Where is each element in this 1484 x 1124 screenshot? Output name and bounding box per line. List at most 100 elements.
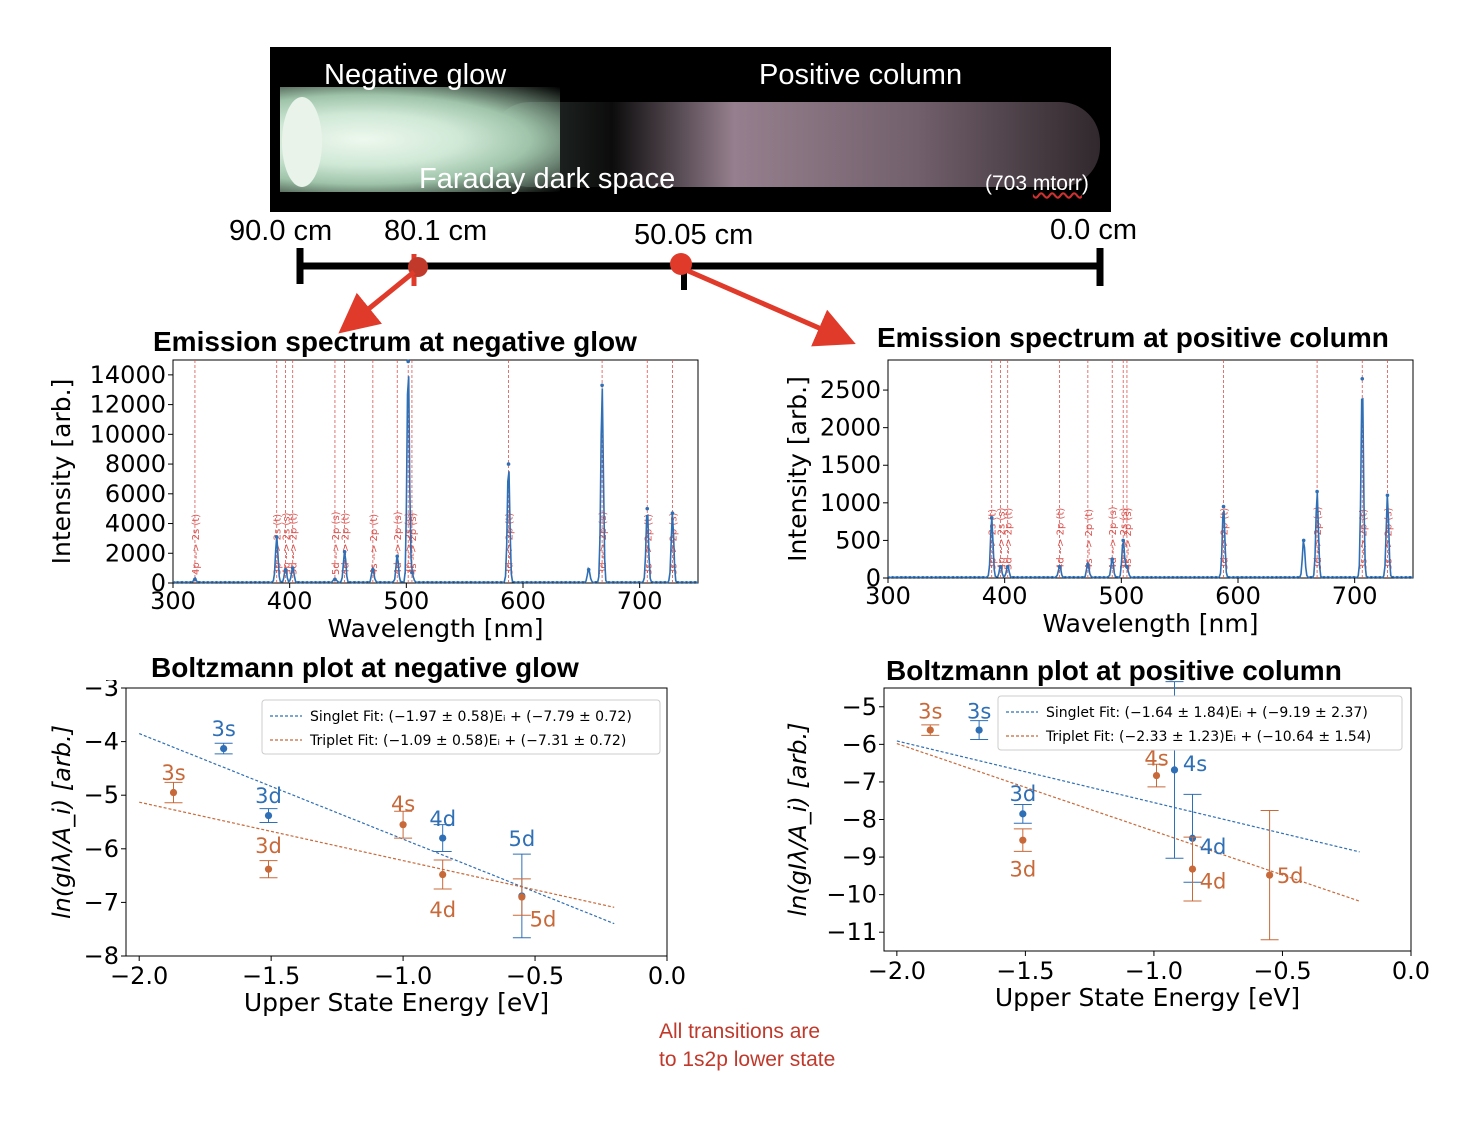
singlet-point-label: 3s [211, 717, 235, 741]
singlet-point [439, 834, 447, 842]
boltz-pos-title: Boltzmann plot at positive column [886, 655, 1342, 686]
peak-point [989, 516, 994, 520]
triplet-point-label: 4d [429, 898, 456, 922]
ruler-label-80: 80.1 cm [384, 215, 488, 247]
y-tick-label: 1500 [820, 451, 881, 479]
transition-label: 3p --> 2s (s) [404, 512, 415, 575]
peak-point [1057, 564, 1062, 569]
peak-point [1221, 504, 1226, 509]
singlet-point-label: 5d [509, 827, 536, 851]
y-tick-label: −7 [842, 768, 877, 796]
y-tick-label: −4 [84, 728, 119, 756]
plot-frame [172, 359, 699, 584]
y-tick-label: 2000 [105, 539, 166, 567]
peak-point [395, 554, 400, 559]
y-tick-label: 14000 [90, 361, 166, 389]
spectrum-line [887, 397, 1414, 579]
x-tick-label: −0.5 [506, 962, 564, 990]
x-axis-label: Wavelength [nm] [328, 614, 544, 643]
y-tick-label: 500 [835, 526, 881, 554]
y-axis-label: ln(gIλ/A_i) [arb.] [48, 725, 76, 919]
singlet-point [975, 726, 983, 734]
discharge-photo: Negative glow Positive column Faraday da… [270, 47, 1111, 212]
y-axis-label: Intensity [arb.] [47, 379, 76, 565]
peak-point [1301, 538, 1306, 543]
transition-label: 4s --> 2p (s) [1123, 507, 1134, 570]
spec-pos-chart: 3p --> 2s (t)4p --> 2s (s)5d --> 2p (t) 4… [783, 359, 1414, 638]
singlet-fit-line [896, 740, 1360, 853]
peak-point [670, 511, 675, 515]
y-tick-label: 2500 [820, 376, 881, 404]
transition-label: 4s --> 2p (s) [408, 512, 419, 575]
peak-point [283, 567, 288, 572]
singlet-point-label: 3d [1009, 782, 1036, 806]
peak-point [1125, 564, 1129, 569]
y-tick-label: 0 [866, 564, 881, 592]
singlet-point [1019, 810, 1027, 818]
peak-point [645, 506, 650, 511]
triplet-point [1152, 771, 1161, 780]
x-tick-label: 600 [1215, 582, 1261, 610]
y-axis-label: ln(gIλ/A_i) [arb.] [784, 722, 812, 916]
y-tick-label: −11 [826, 918, 877, 946]
faraday-label: Faraday dark space [419, 163, 676, 195]
y-tick-label: 12000 [90, 391, 166, 419]
transition-label: 3p --> 2s (t) [273, 514, 284, 575]
note-line-2: to 1s2p lower state [659, 1048, 836, 1071]
triplet-fit-line [896, 743, 1360, 902]
transition-label: 4s --> 2p (t) [1084, 509, 1095, 570]
positive-column-glow [490, 102, 1100, 187]
peak-point [998, 564, 1003, 569]
peak-point [1121, 538, 1125, 543]
triplet-point [1188, 865, 1197, 873]
y-tick-label: −9 [842, 843, 877, 871]
triplet-point-label: 3d [255, 834, 282, 858]
x-tick-label: 300 [865, 582, 911, 610]
x-tick-label: 0.0 [1392, 957, 1430, 985]
arrow-to-negative-spectrum [338, 270, 416, 334]
ruler-and-arrows [296, 248, 1104, 347]
peak-point [1385, 493, 1390, 498]
y-tick-label: −10 [826, 881, 877, 909]
triplet-point [1266, 871, 1274, 879]
legend-label: Triplet Fit: (−1.09 ± 0.58)Eᵢ + (−7.31 ±… [309, 733, 626, 749]
y-tick-label: −5 [842, 693, 877, 721]
ruler-label-0: 0.0 cm [1050, 214, 1138, 246]
triplet-point [439, 870, 447, 879]
arrow-to-positive-spectrum [685, 267, 856, 347]
triplet-point [1019, 836, 1027, 844]
triplet-point [399, 821, 407, 829]
triplet-point-label: 3d [1009, 857, 1036, 881]
singlet-point-label: 3s [967, 700, 991, 724]
peak-point [193, 577, 197, 582]
singlet-fit-line [138, 733, 615, 925]
y-tick-label: 10000 [90, 420, 166, 448]
singlet-point [1170, 766, 1179, 774]
singlet-point [220, 744, 228, 753]
spec-neg-title: Emission spectrum at negative glow [153, 326, 637, 357]
spec-neg-chart: 4p --> 2s (t) 3p --> 2s (t)4p --> 2s (s)5… [47, 359, 699, 643]
x-tick-label: −2.0 [110, 962, 168, 990]
positive-column-label: Positive column [759, 59, 963, 91]
pressure-close: ) [1081, 172, 1089, 195]
x-axis-label: Upper State Energy [eV] [995, 983, 1300, 1012]
x-tick-label: 400 [267, 587, 313, 615]
triplet-point [518, 893, 526, 901]
transition-label: 3s --> 2p (t) [1358, 509, 1369, 570]
transition-label: 4p --> 2s (s) [997, 507, 1008, 570]
triplet-point-label: 4d [1200, 869, 1227, 893]
y-tick-label: −3 [84, 680, 119, 702]
ruler-label-50: 50.05 cm [634, 219, 754, 251]
peak-point [274, 535, 279, 539]
y-tick-label: −7 [84, 888, 119, 916]
legend-label: Singlet Fit: (−1.64 ± 1.84)Eᵢ + (−9.19 ±… [1046, 705, 1368, 721]
pressure-unit: mtorr [1032, 172, 1082, 195]
singlet-point-label: 4s [1183, 752, 1207, 776]
x-tick-label: 500 [383, 587, 429, 615]
peak-point [410, 570, 414, 575]
y-tick-label: −8 [842, 806, 877, 834]
plot-frame [887, 359, 1414, 579]
transition-label: 5d --> 2p (t) [289, 513, 300, 575]
triplet-point [169, 788, 178, 797]
note-line-1: All transitions are [659, 1020, 821, 1043]
